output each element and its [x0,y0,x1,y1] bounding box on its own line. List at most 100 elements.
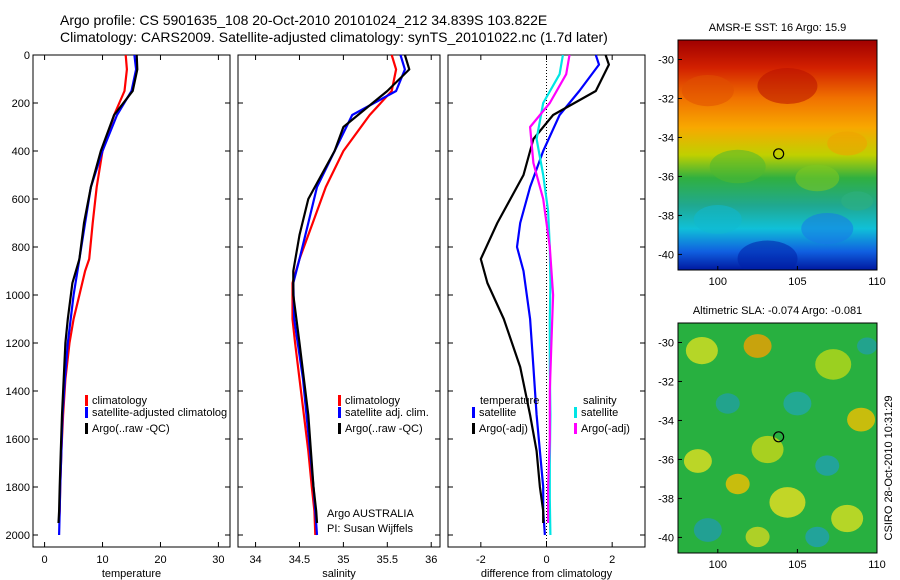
diff-legend-sal-satellite-label: satellite [581,407,618,419]
panel-difference: -2 0 2 difference from climatology temperatu… [447,54,646,580]
sla-texture-13 [805,526,830,548]
series-line-difference-3 [528,54,571,523]
x-tick-label-temperature: 20 [154,554,166,566]
sla-texture-5 [783,391,812,416]
series-line-salinity-2 [292,54,411,524]
temp-legend-satellite-label: satellite-adjusted climatolog [92,407,227,419]
diff-legend-temp-title: temperature [480,395,539,407]
y-tick-label: 1600 [6,434,30,446]
argo-location-marker [773,148,785,160]
y-tick-label: 2000 [6,530,30,542]
sal-legend-argo-label: Argo(..raw -QC) [345,423,423,435]
figure-title-line2: Climatology: CARS2009. Satellite-adjuste… [60,29,608,45]
temp-legend-argo-label: Argo(..raw -QC) [92,423,170,435]
sal-legend-satellite-swatch [338,407,341,418]
map-y-tick-label: -40 [658,249,674,261]
figure-title-line1: Argo profile: CS 5901635_108 20-Oct-2010… [60,12,548,28]
map-x-tick-label: 110 [868,276,886,288]
y-tick-label: 400 [12,146,30,158]
temp-legend-satellite-swatch [85,407,88,418]
sla-texture-9 [725,473,750,495]
sla-texture-10 [769,487,806,518]
timestamp-vertical: CSIRO 28-Oct-2010 10:31:29 [883,396,895,541]
sal-legend-satellite-label: satellite adj. clim. [345,407,429,419]
sla-texture-4 [715,393,740,414]
map-title-sla_map: Altimetric SLA: -0.074 Argo: -0.081 [693,305,862,317]
sla-texture-14 [745,526,770,548]
diff-legend-temp-argo-swatch [472,423,475,434]
sla-texture-3 [847,407,876,432]
plot-frame-salinity [237,54,441,548]
map-y-tick-label: -36 [658,171,674,183]
diff-legend-sal-argo-swatch [574,423,577,434]
x-tick-label-difference: 0 [543,554,549,566]
diff-legend-temp-argo-label: Argo(-adj) [479,423,528,435]
temp-legend-argo-swatch [85,423,88,434]
x-tick-label-salinity: 34 [249,554,261,566]
x-tick-label-salinity: 35.5 [377,554,398,566]
x-tick-label-temperature: 10 [96,554,108,566]
x-tick-label-temperature: 30 [212,554,224,566]
map-x-tick-label: 105 [788,276,806,288]
y-tick-label: 1800 [6,482,30,494]
panel-salinity: 34 34.5 35 35.5 36 salinity climatologysatelli… [237,54,441,580]
series-line-difference-0 [515,54,601,536]
sst-texture-3 [709,149,766,184]
sst-texture-4 [795,164,840,192]
sal-legend-climatology-label: climatology [345,395,401,407]
map-y-tick-label: -34 [658,415,674,427]
sst-texture-1 [757,68,818,104]
diff-legend-sal-title: salinity [583,395,617,407]
diff-legend-sal-argo-label: Argo(-adj) [581,423,630,435]
y-tick-label: 0 [24,50,30,62]
map-y-tick-label: -32 [658,93,674,105]
x-tick-label-salinity: 35 [337,554,349,566]
sla-texture-2 [815,349,852,380]
x-tick-label-salinity: 36 [425,554,437,566]
map-y-tick-label: -38 [658,493,674,505]
x-tick-label-salinity: 34.5 [289,554,310,566]
temp-legend-climatology-swatch [85,395,88,406]
y-tick-label: 1400 [6,386,30,398]
y-tick-label: 1200 [6,338,30,350]
sla-texture-12 [693,518,722,542]
map-frame-sla_map [677,322,878,554]
argo-location-marker [773,431,785,443]
y-tick-label: 800 [12,242,30,254]
panel-temperature: 0 10 20 30 0 200 400 600 800 1000 1200 1400 1600 1800… [6,50,231,580]
annotation-argo-australia: Argo AUSTRALIA [327,508,414,520]
series-line-difference-1 [479,54,611,523]
y-tick-label: 600 [12,194,30,206]
map-x-tick-label: 105 [788,559,806,571]
map-frame-sst_map [677,39,878,271]
sst-texture-0 [681,75,734,107]
sst-texture-5 [693,205,742,234]
series-line-temperature-2 [57,54,139,524]
map-y-tick-label: -36 [658,454,674,466]
sst-texture-7 [737,240,798,270]
sla-texture-7 [683,449,712,473]
map-field-sla_map [678,323,877,553]
map-y-tick-label: -38 [658,210,674,222]
diff-legend-sal-satellite-swatch [574,407,577,418]
map-sla_map: 100 105 110 -30 -32 -34 -36 -38 -40 Altimetric SL… [658,305,886,571]
plot-frame-temperature [32,54,231,548]
temp-legend-climatology-label: climatology [92,395,148,407]
sal-legend-argo-swatch [338,423,341,434]
diff-legend-temp-satellite-label: satellite [479,407,516,419]
sla-texture-0 [685,337,718,365]
sst-texture-6 [801,213,854,245]
y-tick-label: 200 [12,98,30,110]
map-y-tick-label: -30 [658,337,674,349]
sla-texture-15 [857,337,877,355]
sla-texture-1 [743,334,772,358]
x-tick-label-temperature: 0 [42,554,48,566]
map-y-tick-label: -32 [658,376,674,388]
sst-texture-8 [841,191,874,211]
sst-texture-2 [827,131,868,156]
map-x-tick-label: 100 [709,559,727,571]
map-y-tick-label: -34 [658,132,674,144]
sla-texture-6 [751,435,784,464]
